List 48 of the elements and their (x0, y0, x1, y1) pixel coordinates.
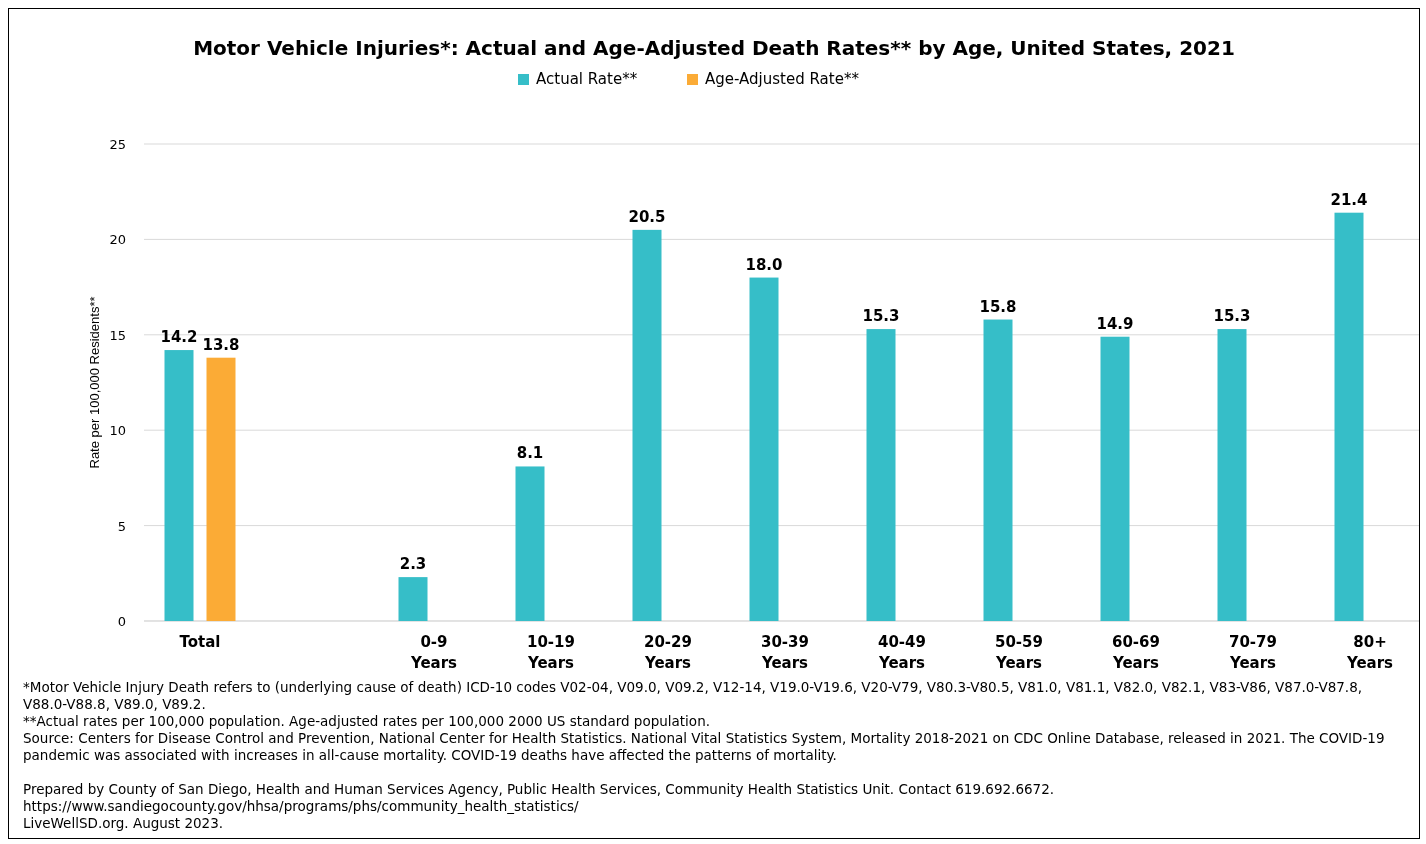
x-tick-label: 80+ Years (1345, 633, 1394, 672)
bar (164, 350, 194, 621)
bar (983, 319, 1013, 621)
text: Prepared by County of San Diego, Health and Human Services Agency, Public Health Services, Community Health Statistics Unit. Contact 619.692.6672. (23, 781, 1056, 798)
legend-label: Age-Adjusted Rate** (705, 70, 860, 88)
chart-title: Motor Vehicle Injuries*: Actual and Age-Adjusted Death Rates** by Age, United States, 2021 (193, 36, 1235, 60)
x-tick-label: 20-29 Years (643, 633, 692, 672)
bar (632, 229, 662, 621)
bar (1334, 212, 1364, 621)
bar (866, 329, 896, 621)
data-label: 21.4 (1330, 190, 1368, 209)
x-tick-label: 60-69 Years (1111, 633, 1160, 672)
y-tick-label: 5 (117, 518, 126, 534)
bar (749, 277, 779, 621)
bar (398, 577, 428, 621)
text: LiveWellSD.org. August 2023. (23, 815, 225, 832)
data-label: 13.8 (202, 335, 240, 354)
legend-label: Actual Rate** (536, 70, 638, 88)
data-label: 15.3 (862, 307, 900, 326)
text: *Motor Vehicle Injury Death refers to (underlying cause of death) ICD-10 codes V02-04, V09.0, V09.2, V12-14, V19.0-V19.6, V20-V79, V80.3-V80.5, V81.0, V81.1, V82.0, V82.1, V83-V86, V87.0-V87.8, V88.0-V88.8, V89.0, V89.2. (23, 679, 1363, 713)
data-label: 8.1 (516, 444, 544, 463)
y-tick-label: 20 (109, 232, 126, 248)
x-tick-label: 10-19 Years (526, 633, 575, 672)
bar (1217, 329, 1247, 621)
source-note: Source: Centers for Disease Control and Prevention, National Center for Health Statistics. National Vital Statistics System, Mortality 2018-2021 on CDC Online Database, released in 2021. The COVID-19 pandemic was associated with increases in all-cause mortality. COVID-19 deaths have affected the patterns of mortality. (23, 730, 1386, 764)
y-tick-label: 0 (117, 614, 126, 629)
x-tick-label: Total (179, 633, 221, 651)
data-label: 20.5 (628, 207, 666, 226)
data-label: 14.9 (1096, 314, 1134, 333)
x-tick-label: 70-79 Years (1228, 633, 1277, 672)
x-tick-label: 50-59 Years (994, 633, 1043, 672)
data-label: 18.0 (745, 255, 783, 274)
y-tick-label: 10 (109, 423, 126, 439)
text: https://www.sandiegocounty.gov/hhsa/programs/phs/community_health_statistics/ (23, 798, 580, 815)
x-tick-label: 30-39 Years (760, 633, 809, 672)
bar (1100, 336, 1130, 621)
y-tick-label: 15 (109, 327, 126, 343)
y-tick-label: 25 (109, 137, 126, 152)
x-tick-label: 40-49 Years (877, 633, 926, 672)
text: **Actual rates per 100,000 population. Age-adjusted rates per 100,000 2000 US standard population. (23, 713, 711, 730)
y-axis-title: Rate per 100,000 Residents** (87, 296, 102, 469)
data-label: 14.2 (160, 328, 198, 347)
data-label: 15.3 (1213, 307, 1251, 326)
x-tick-label: 0-9 Years (409, 633, 458, 672)
bar (206, 357, 236, 621)
data-label: 15.8 (979, 297, 1017, 316)
data-label: 2.3 (399, 555, 427, 574)
bar (515, 466, 545, 621)
